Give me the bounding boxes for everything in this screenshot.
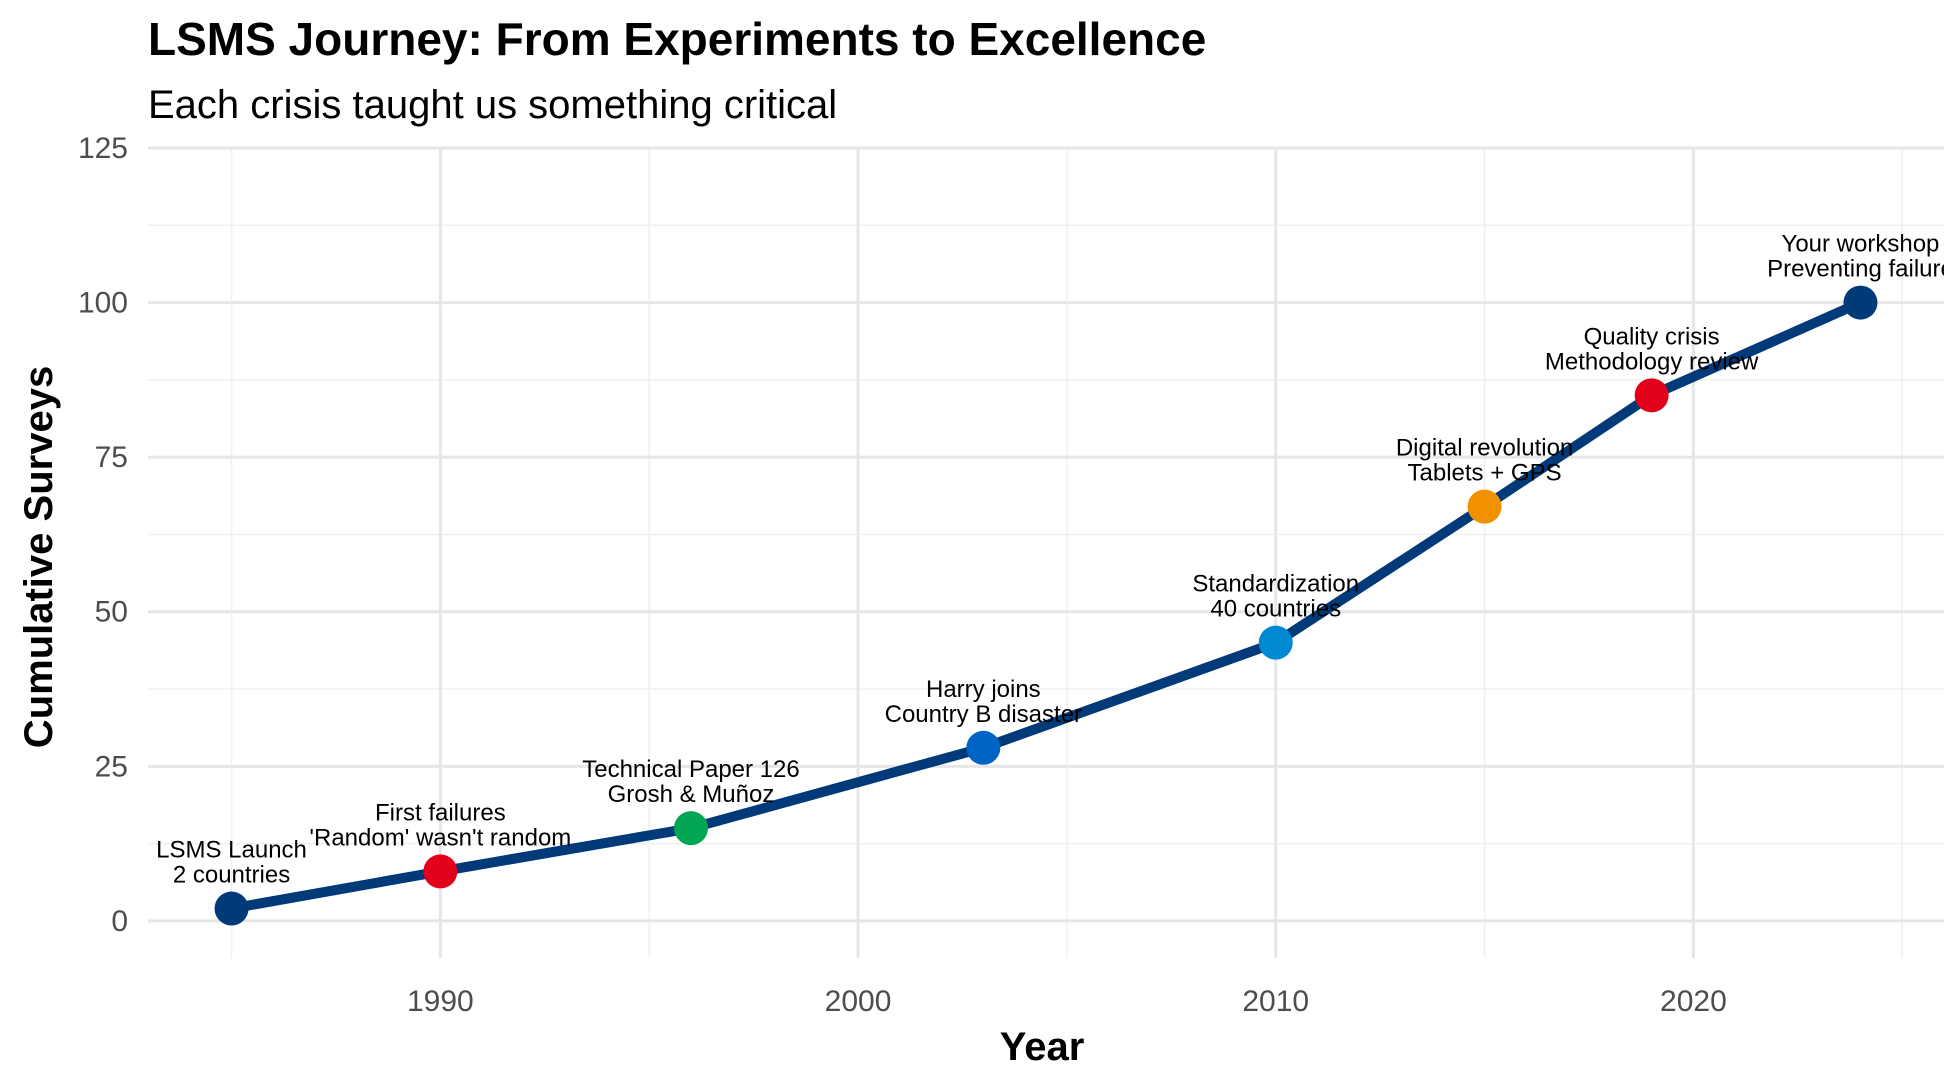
data-point: [1467, 489, 1502, 524]
y-tick-label: 25: [95, 750, 128, 783]
y-tick-label: 50: [95, 596, 128, 629]
data-point: [1634, 378, 1669, 413]
data-point: [214, 891, 249, 926]
y-tick-label: 125: [78, 132, 128, 165]
y-tick-label: 0: [111, 905, 128, 938]
series-line: [226, 297, 1866, 914]
point-annotation: Harry joins Country B disaster: [885, 676, 1082, 728]
grid: [148, 146, 1944, 958]
data-point: [1258, 625, 1293, 660]
x-tick-label: 1990: [407, 985, 474, 1018]
point-annotation: Quality crisis Methodology review: [1545, 323, 1759, 375]
point-annotation: Digital revolution Tablets + GPS: [1396, 435, 1573, 487]
data-point: [423, 854, 458, 889]
point-annotation: Standardization 40 countries: [1192, 571, 1359, 623]
data-point: [966, 730, 1001, 765]
y-axis-ticks: 0 25 50 75 100 125: [78, 132, 128, 938]
data-points: [214, 285, 1878, 926]
x-tick-label: 2000: [825, 985, 892, 1018]
x-tick-label: 2020: [1660, 985, 1727, 1018]
y-tick-label: 75: [95, 441, 128, 474]
chart-title: LSMS Journey: From Experiments to Excell…: [148, 13, 1206, 65]
data-point: [673, 811, 708, 846]
y-axis-title: Cumulative Surveys: [17, 366, 61, 748]
x-axis-ticks: 1990 2000 2010 2020: [407, 985, 1727, 1018]
point-annotation: First failures 'Random' wasn't random: [309, 799, 571, 851]
x-tick-label: 2010: [1242, 985, 1309, 1018]
point-annotation: Your workshop Preventing failure: [1767, 231, 1944, 283]
x-axis-title: Year: [1000, 1025, 1085, 1069]
chart-subtitle: Each crisis taught us something critical: [148, 83, 837, 127]
y-tick-label: 100: [78, 287, 128, 320]
point-annotation: Technical Paper 126 Grosh & Muñoz: [582, 756, 799, 808]
point-annotation: LSMS Launch 2 countries: [156, 837, 307, 889]
data-point: [1843, 285, 1878, 320]
